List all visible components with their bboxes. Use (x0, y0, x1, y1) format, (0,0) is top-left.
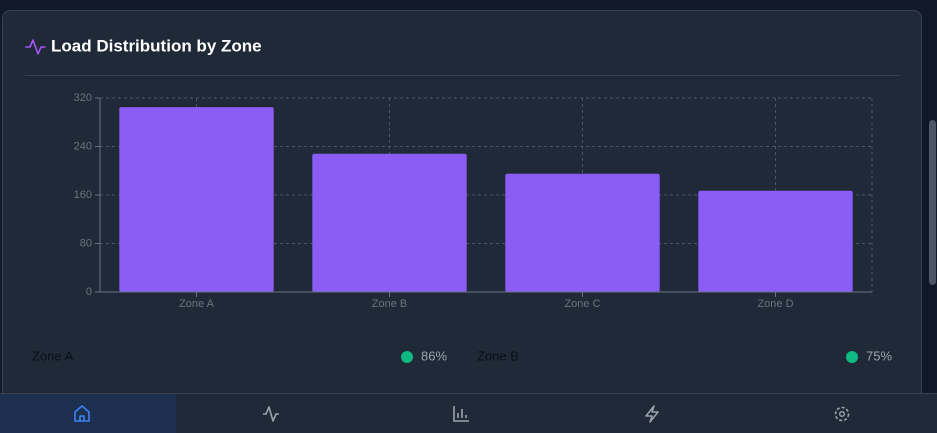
bar (505, 173, 660, 292)
scrollbar-thumb[interactable] (929, 120, 936, 285)
y-tick-label: 0 (86, 286, 92, 298)
chart: 0 80 160 240 320 Zone A Zone B Zone C Zone D (74, 92, 873, 310)
nav-settings-center[interactable] (839, 411, 846, 418)
x-tick-label: Zone B (372, 298, 407, 310)
nav-activity-icon[interactable] (263, 406, 279, 422)
nav-active[interactable] (0, 394, 176, 433)
nav-settings-icon[interactable] (834, 406, 850, 422)
x-tick-label: Zone D (757, 298, 793, 310)
status-dot (846, 351, 858, 363)
nav-zap-icon[interactable] (645, 405, 659, 423)
x-tick-label: Zone A (179, 298, 215, 310)
status-value: 86% (421, 348, 447, 363)
nav-chart-icon[interactable] (453, 406, 469, 422)
bar (698, 190, 853, 292)
x-tick-label: Zone C (564, 298, 600, 310)
status-name: Zone A (32, 348, 74, 363)
y-tick-label: 160 (74, 189, 92, 201)
title-icon (25, 39, 46, 55)
y-tick-label: 80 (80, 237, 92, 249)
status-name: Zone B (477, 348, 519, 363)
bar (312, 153, 467, 292)
card-title: Load Distribution by Zone (51, 36, 262, 55)
nav-home-icon[interactable] (74, 405, 90, 422)
y-tick-label: 320 (74, 92, 92, 104)
status-value: 75% (866, 348, 892, 363)
bar (119, 107, 274, 292)
status-dot (401, 351, 413, 363)
y-tick-label: 240 (74, 140, 92, 152)
